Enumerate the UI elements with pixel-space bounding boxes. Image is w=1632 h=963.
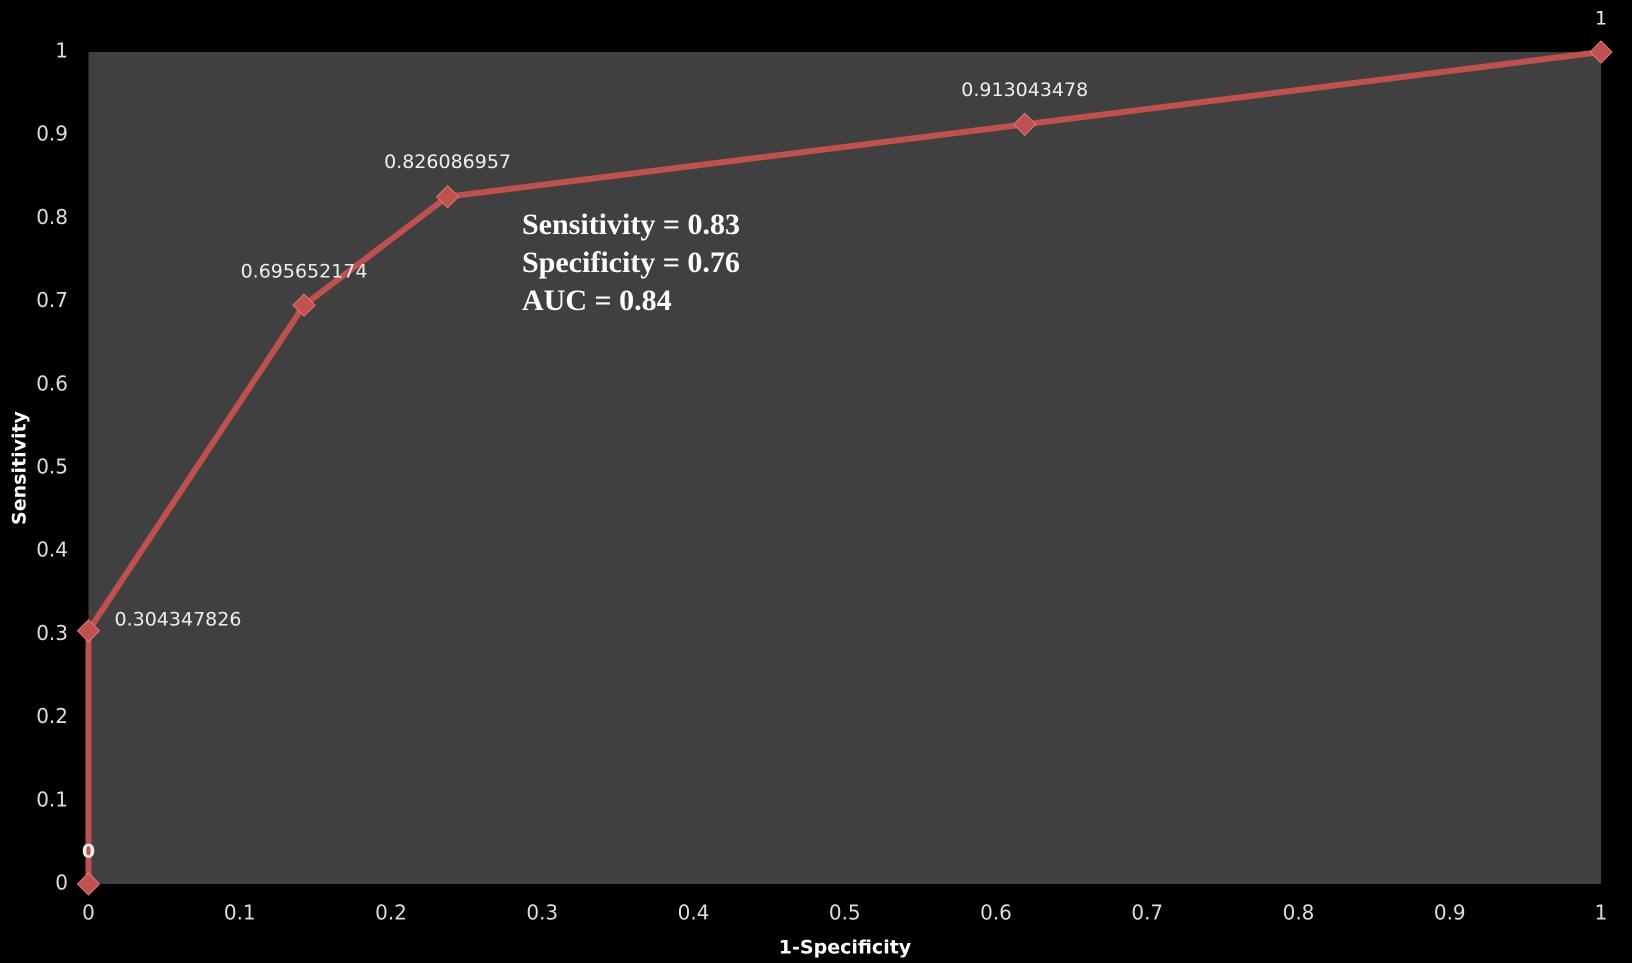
data-label: 1 <box>1595 8 1607 30</box>
x-tick-label: 0.3 <box>526 901 558 925</box>
x-tick-label: 0.9 <box>1434 901 1466 925</box>
x-tick-label: 0.4 <box>678 901 710 925</box>
y-tick-label: 0.1 <box>36 787 68 811</box>
marker <box>76 872 101 896</box>
y-tick-label: 0.4 <box>36 538 68 562</box>
x-tick-label: 0 <box>82 901 95 925</box>
data-label: 0.913043478 <box>961 79 1088 101</box>
y-tick-label: 0.7 <box>36 288 68 312</box>
x-tick-label: 0.7 <box>1131 901 1163 925</box>
marker <box>292 293 316 317</box>
y-tick-label: 0.3 <box>36 621 68 645</box>
marker <box>1589 40 1613 64</box>
x-tick-label: 0.6 <box>980 901 1012 925</box>
y-tick-label: 0 <box>55 871 68 895</box>
x-tick-label: 1 <box>1595 901 1608 925</box>
x-tick-label: 0.5 <box>829 901 861 925</box>
y-tick-label: 0.5 <box>36 455 68 479</box>
data-label: 0.304347826 <box>115 608 242 630</box>
data-label: 0.826086957 <box>384 151 511 173</box>
marker <box>1013 112 1037 137</box>
marker <box>435 184 460 209</box>
series-line <box>85 49 1602 884</box>
x-tick-label: 0.2 <box>375 901 407 925</box>
data-label: 0 <box>82 841 95 863</box>
y-tick-label: 0.6 <box>36 371 68 395</box>
data-label: 0.695652174 <box>241 261 368 283</box>
annotation: AUC = 0.84 <box>522 284 672 317</box>
x-tick-label: 0.8 <box>1283 901 1315 925</box>
x-tick-label: 0.1 <box>224 901 256 925</box>
y-axis-title: Sensitivity <box>9 410 31 524</box>
annotation: Specificity = 0.76 <box>522 246 740 279</box>
marker <box>76 619 101 643</box>
plot-area <box>88 52 1601 884</box>
x-axis-title: 1-Specificity <box>779 937 912 959</box>
y-tick-label: 0.9 <box>36 122 68 146</box>
y-tick-label: 1 <box>55 39 68 63</box>
annotation: Sensitivity = 0.83 <box>522 208 740 241</box>
y-tick-label: 0.2 <box>36 704 68 728</box>
y-tick-label: 0.8 <box>36 205 68 229</box>
